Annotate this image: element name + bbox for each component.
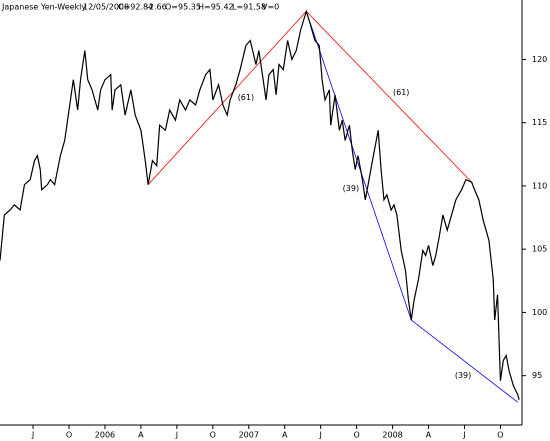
quote-item: V=0	[262, 3, 279, 12]
quote-date: 12/05/2008	[83, 3, 129, 12]
fib-line	[147, 10, 472, 185]
chart-title: Japanese Yen-Weekly	[1, 3, 86, 12]
quote-item: H=95.42	[198, 3, 234, 12]
quote-item: -2.66	[146, 3, 167, 12]
price-line	[0, 9, 520, 400]
x-tick-label: O	[210, 431, 216, 440]
quote-item: L=91.58	[232, 3, 266, 12]
quote-item: O=95.35	[165, 3, 201, 12]
y-tick-label: 95	[532, 371, 542, 380]
x-tick-label: A	[138, 431, 144, 440]
x-tick-label: O	[66, 431, 72, 440]
fib-line	[305, 11, 518, 403]
annotation: (39)	[343, 184, 359, 193]
x-tick-label: J	[318, 431, 321, 440]
y-tick-label: 105	[532, 245, 547, 254]
y-tick-label: 110	[532, 181, 547, 190]
x-tick-label: A	[426, 431, 432, 440]
x-tick-label: O	[497, 431, 503, 440]
y-tick-label: 100	[532, 308, 547, 317]
x-tick-label: J	[175, 431, 178, 440]
quote-item: C=92.84	[118, 3, 153, 12]
y-tick-label: 115	[532, 118, 547, 127]
x-tick-label: J	[462, 431, 465, 440]
annotation: (61)	[238, 93, 254, 102]
x-tick-label: A	[282, 431, 288, 440]
x-tick-label: 2007	[239, 431, 259, 440]
x-tick-label: 2008	[382, 431, 402, 440]
x-tick-label: O	[353, 431, 359, 440]
y-tick-label: 120	[532, 55, 547, 64]
x-tick-label: J	[31, 431, 34, 440]
annotation: (61)	[393, 88, 409, 97]
annotation: (39)	[455, 371, 471, 380]
x-tick-label: 2006	[95, 431, 115, 440]
